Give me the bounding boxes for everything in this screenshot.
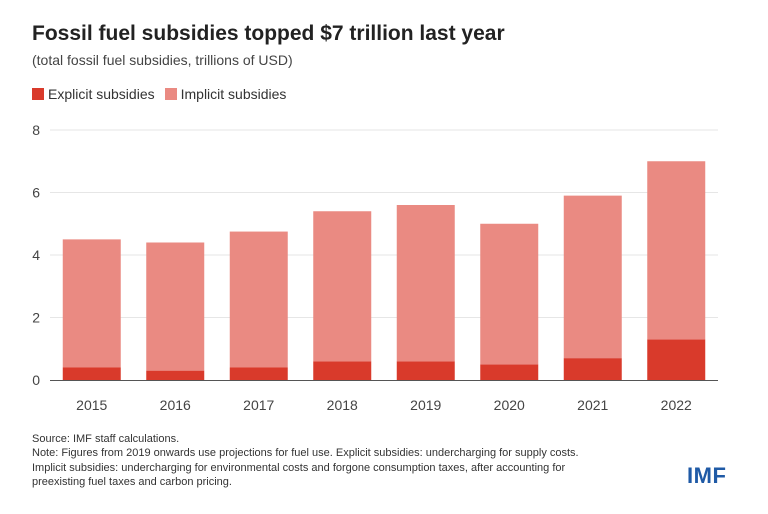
chart-subtitle: (total fossil fuel subsidies, trillions … [32, 52, 293, 68]
x-tick-label: 2018 [327, 397, 358, 413]
bar-implicit [146, 242, 205, 371]
x-tick-label: 2021 [577, 397, 608, 413]
legend-swatch-explicit [32, 88, 44, 100]
note-line-3: preexisting fuel taxes and carbon pricin… [32, 475, 232, 488]
legend-item-explicit: Explicit subsidies [32, 86, 155, 102]
x-tick-label: 2022 [661, 397, 692, 413]
y-tick-label: 6 [32, 185, 40, 201]
x-tick-label: 2019 [410, 397, 441, 413]
source-note: Source: IMF staff calculations. [32, 433, 180, 445]
bar-explicit [229, 367, 288, 380]
y-tick-label: 0 [32, 372, 40, 388]
y-tick-label: 2 [32, 310, 40, 326]
bar-implicit [313, 211, 372, 362]
bar-implicit [62, 239, 121, 368]
bar-implicit [396, 205, 455, 362]
legend-item-implicit: Implicit subsidies [164, 86, 287, 102]
x-tick-label: 2015 [76, 397, 107, 413]
bar-implicit [480, 223, 539, 365]
bar-chart: 0 2 4 6 8 2015 2016 2017 2018 2019 2020 2021 2022 [32, 122, 718, 413]
bar-explicit [146, 370, 205, 380]
bar-implicit [647, 161, 706, 340]
bar-explicit [396, 361, 455, 380]
bar-explicit [647, 339, 706, 380]
bar-implicit [563, 195, 622, 359]
chart-title: Fossil fuel subsidies topped $7 trillion… [32, 22, 505, 45]
legend-label-implicit: Implicit subsidies [180, 86, 287, 102]
legend-swatch-implicit [164, 88, 177, 100]
legend: Explicit subsidies Implicit subsidies [32, 86, 296, 102]
legend-label-explicit: Explicit subsidies [48, 86, 155, 102]
footnotes: Source: IMF staff calculations. Note: Fi… [32, 432, 692, 489]
y-tick-label: 4 [32, 247, 40, 263]
bar-explicit [62, 367, 121, 380]
bar-explicit [313, 361, 372, 380]
x-tick-label: 2016 [160, 397, 191, 413]
bar-implicit [229, 231, 288, 368]
bar-explicit [480, 364, 539, 380]
x-tick-label: 2017 [243, 397, 274, 413]
note-line-1: Note: Figures from 2019 onwards use proj… [32, 447, 579, 460]
y-tick-label: 8 [32, 122, 40, 138]
note-line-2: Implicit subsidies: undercharging for en… [32, 461, 566, 474]
bar-explicit [563, 358, 622, 380]
x-tick-label: 2020 [494, 397, 525, 413]
imf-logo: IMF [687, 463, 727, 488]
